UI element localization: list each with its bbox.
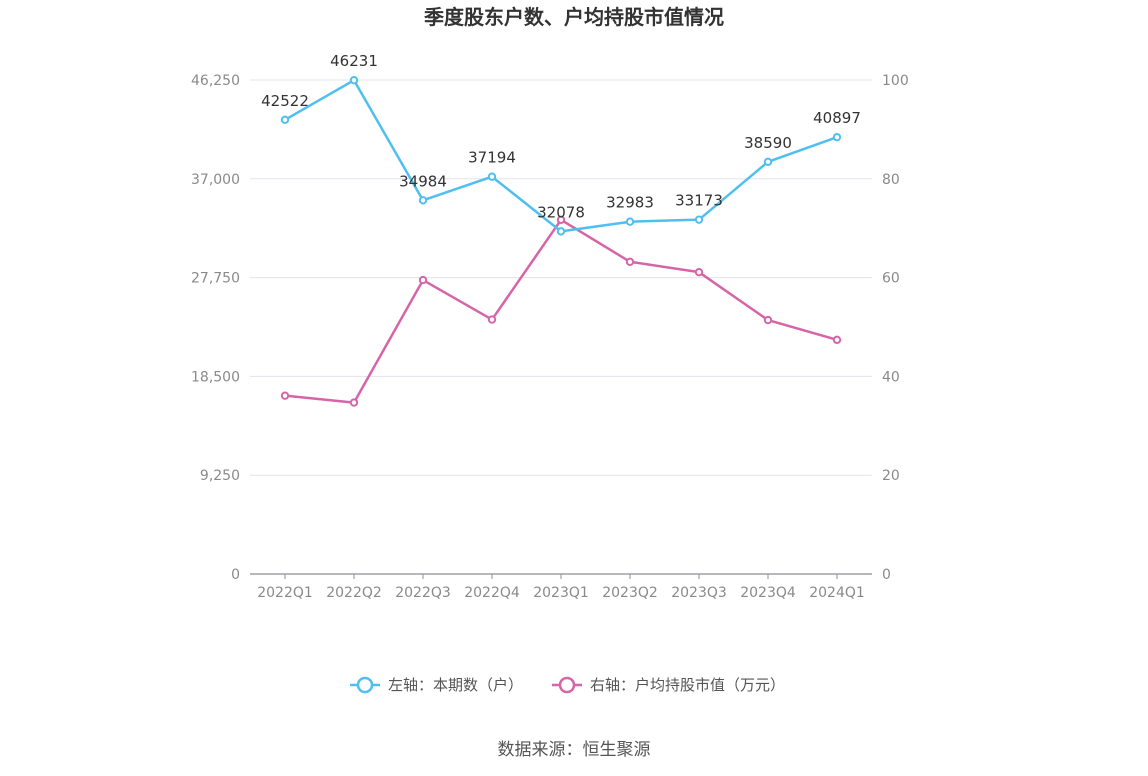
axes: 0 0 9,250 20 18,500 40 27,750 60 37,000 80 46,250 1… <box>191 73 909 601</box>
legend-label: 右轴：户均持股市值（万元） <box>590 676 785 694</box>
y-left-tick-label: 46,250 <box>191 73 240 89</box>
y-right-tick-label: 0 <box>882 567 891 583</box>
data-point-market-value <box>280 391 290 400</box>
x-tick-label: 2023Q2 <box>602 585 658 601</box>
data-point-market-value <box>487 315 497 324</box>
series-layer <box>280 76 842 407</box>
x-tick-label: 2022Q1 <box>257 585 313 601</box>
data-point-holders <box>349 76 359 85</box>
series-line-market-value <box>284 218 838 404</box>
data-point-holders <box>556 227 566 236</box>
data-label: 32983 <box>606 194 654 212</box>
x-tick-label: 2024Q1 <box>809 585 865 601</box>
legend-label: 左轴：本期数（户） <box>388 676 523 694</box>
data-point-holders <box>280 115 290 125</box>
x-tick-label: 2022Q3 <box>395 585 451 601</box>
y-right-tick-label: 60 <box>882 271 900 287</box>
data-point-holders <box>694 215 704 224</box>
data-point-market-value <box>418 275 428 285</box>
y-right-tick-label: 20 <box>882 468 900 484</box>
data-point-market-value <box>556 215 566 225</box>
data-point-holders <box>487 172 497 181</box>
data-label: 42522 <box>261 92 309 110</box>
chart-title: 季度股东户数、户均持股市值情况 <box>423 5 724 29</box>
data-point-market-value <box>832 335 842 345</box>
data-label: 32078 <box>537 203 585 221</box>
y-left-tick-label: 18,500 <box>191 369 240 385</box>
data-label: 40897 <box>813 109 861 127</box>
x-tick-label: 2023Q4 <box>740 585 796 601</box>
legend-marker-icon <box>356 676 374 694</box>
legend-marker-icon <box>558 676 576 694</box>
y-left-tick-label: 0 <box>231 567 240 583</box>
y-left-tick-label: 37,000 <box>191 172 240 188</box>
y-right-tick-label: 80 <box>882 172 900 188</box>
data-label: 37194 <box>468 149 516 167</box>
data-point-holders <box>625 217 635 226</box>
data-point-holders <box>763 157 773 167</box>
data-point-market-value <box>763 315 773 325</box>
x-tick-label: 2022Q2 <box>326 585 382 601</box>
data-labels: 42522 46231 34984 37194 32078 32983 33173 38590… <box>261 52 861 221</box>
source-text: 数据来源：恒生聚源 <box>498 740 651 760</box>
legend[interactable]: 左轴：本期数（户） 右轴：户均持股市值（万元） <box>350 676 785 694</box>
data-point-market-value <box>349 398 359 407</box>
data-point-holders <box>832 132 842 142</box>
y-left-tick-label: 9,250 <box>200 468 240 484</box>
legend-item-holders[interactable]: 左轴：本期数（户） <box>350 676 523 694</box>
data-label: 33173 <box>675 192 723 210</box>
y-right-tick-label: 40 <box>882 369 900 385</box>
data-label: 46231 <box>330 52 378 70</box>
data-point-market-value <box>694 267 704 277</box>
data-point-market-value <box>625 257 635 266</box>
y-right-tick-label: 100 <box>882 73 909 89</box>
x-tick-label: 2022Q4 <box>464 585 520 601</box>
legend-item-market-value[interactable]: 右轴：户均持股市值（万元） <box>552 676 785 694</box>
data-label: 38590 <box>744 134 792 152</box>
data-point-holders <box>418 196 428 205</box>
y-left-tick-label: 27,750 <box>191 271 240 287</box>
x-tick-label: 2023Q1 <box>533 585 589 601</box>
data-label: 34984 <box>399 172 447 190</box>
x-tick-label: 2023Q3 <box>671 585 727 601</box>
